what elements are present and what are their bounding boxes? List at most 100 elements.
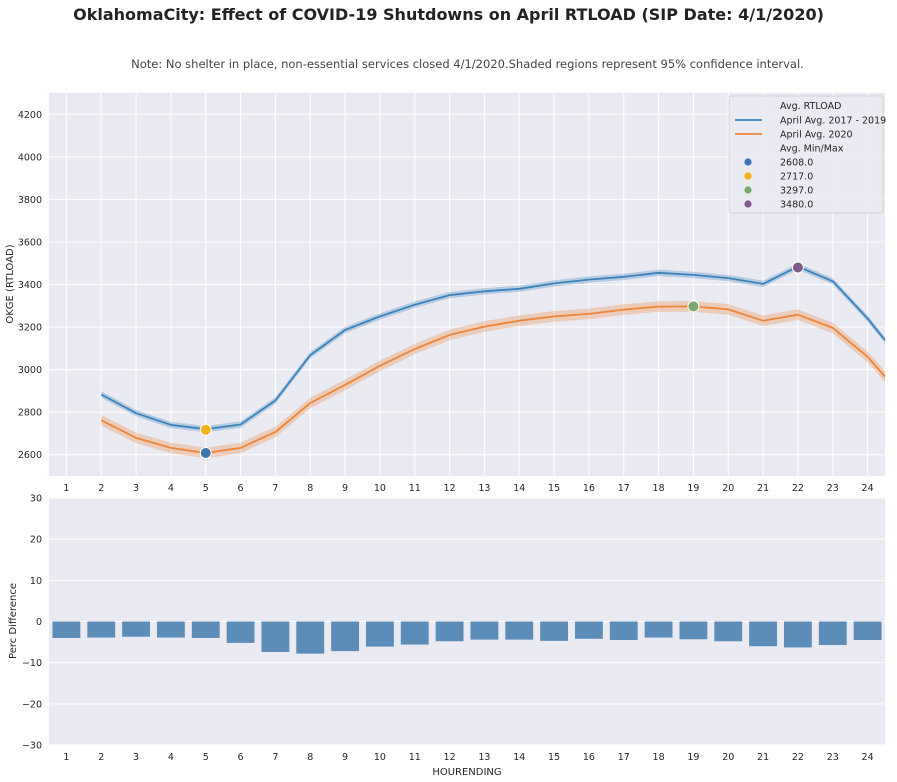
xtick-label-14: 14	[513, 483, 525, 494]
bar-hour-7	[261, 621, 290, 652]
ytick-label-3400: 3400	[18, 280, 42, 291]
bar-hour-1	[52, 621, 81, 638]
ytick-label-2800: 2800	[18, 408, 42, 419]
series-line-0	[100, 265, 886, 431]
bar-hour-13	[470, 621, 499, 640]
legend-marker-2717	[744, 172, 752, 180]
bar-hour-23	[818, 621, 847, 645]
xtick-label-20: 20	[722, 483, 734, 494]
bar-hour-6	[226, 621, 255, 643]
xtick-label-19: 19	[687, 483, 699, 494]
xtick-label-8: 8	[307, 483, 313, 494]
ytick-label-3600: 3600	[18, 237, 42, 248]
bar-series	[52, 621, 882, 654]
legend-header-rtload: Avg. RTLOAD	[780, 101, 841, 112]
bar-xtick-label-5: 5	[203, 752, 209, 763]
bar-plot-ylabel: Perc Difference	[8, 583, 19, 659]
bar-xtick-label-18: 18	[653, 752, 665, 763]
bar-xtick-label-9: 9	[342, 752, 348, 763]
bar-hour-21	[749, 621, 778, 647]
line-plot-gridlines	[49, 93, 885, 476]
xtick-label-16: 16	[583, 483, 595, 494]
xtick-label-2: 2	[98, 483, 104, 494]
bar-xtick-label-2: 2	[98, 752, 104, 763]
bar-plot-xlabel: HOURENDING	[432, 767, 501, 778]
xtick-label-7: 7	[272, 483, 278, 494]
legend-label-2017-2019: April Avg. 2017 - 2019	[780, 116, 886, 127]
bar-hour-19	[679, 621, 708, 640]
bar-xtick-label-21: 21	[757, 752, 769, 763]
legend-label-2020: April Avg. 2020	[780, 130, 853, 141]
bar-hour-24	[853, 621, 882, 641]
bar-ytick-label--30: −30	[22, 741, 42, 752]
xtick-label-24: 24	[862, 483, 874, 494]
bar-hour-14	[505, 621, 534, 640]
series-line-1	[100, 305, 886, 454]
legend-marker-3297	[744, 186, 752, 194]
xtick-label-22: 22	[792, 483, 804, 494]
legend-label-3480: 3480.0	[780, 200, 813, 211]
bar-xtick-label-10: 10	[374, 752, 386, 763]
xtick-label-10: 10	[374, 483, 386, 494]
bar-xtick-label-19: 19	[687, 752, 699, 763]
bar-ytick-label-20: 20	[30, 535, 42, 546]
ytick-label-3200: 3200	[18, 323, 42, 334]
bar-hour-9	[331, 621, 360, 652]
bar-xtick-label-23: 23	[827, 752, 839, 763]
bar-hour-3	[122, 621, 151, 637]
xtick-label-4: 4	[168, 483, 174, 494]
bar-ytick-label-0: 0	[36, 617, 42, 628]
bar-xtick-label-20: 20	[722, 752, 734, 763]
xtick-label-11: 11	[409, 483, 421, 494]
chart-title: OklahomaCity: Effect of COVID-19 Shutdow…	[73, 5, 824, 24]
bar-xtick-label-11: 11	[409, 752, 421, 763]
min-max-markers	[199, 261, 804, 460]
ytick-label-2600: 2600	[18, 450, 42, 461]
ytick-label-3000: 3000	[18, 365, 42, 376]
bar-hour-18	[644, 621, 673, 638]
ytick-label-3800: 3800	[18, 195, 42, 206]
bar-ytick-label-30: 30	[30, 494, 42, 505]
legend-marker-2608	[744, 158, 752, 166]
bar-xtick-label-22: 22	[792, 752, 804, 763]
bar-xtick-label-7: 7	[272, 752, 278, 763]
bar-hour-11	[400, 621, 429, 645]
bar-xtick-label-16: 16	[583, 752, 595, 763]
xtick-label-12: 12	[444, 483, 456, 494]
legend: Avg. RTLOAD April Avg. 2017 - 2019 April…	[728, 95, 886, 214]
marker-2608.0	[199, 447, 212, 460]
xtick-label-9: 9	[342, 483, 348, 494]
bar-hour-17	[609, 621, 638, 641]
marker-3297.0	[687, 300, 700, 313]
bar-hour-4	[156, 621, 185, 638]
bar-xtick-label-24: 24	[862, 752, 874, 763]
bar-hour-20	[714, 621, 743, 642]
xtick-label-17: 17	[618, 483, 630, 494]
bar-hour-2	[87, 621, 116, 638]
xtick-label-3: 3	[133, 483, 139, 494]
xtick-label-6: 6	[238, 483, 244, 494]
chart-subtitle: Note: No shelter in place, non-essential…	[131, 57, 804, 71]
bar-xtick-label-14: 14	[513, 752, 525, 763]
legend-marker-3480	[744, 200, 752, 208]
bar-plot-gridlines	[49, 497, 885, 746]
bar-hour-16	[574, 621, 603, 639]
marker-2717.0	[199, 423, 212, 436]
bar-hour-15	[540, 621, 569, 641]
bar-xtick-label-12: 12	[444, 752, 456, 763]
bar-ytick-label--20: −20	[22, 699, 42, 710]
bar-hour-10	[365, 621, 394, 647]
bar-xtick-label-15: 15	[548, 752, 560, 763]
legend-label-2717: 2717.0	[780, 172, 813, 183]
bar-ytick-label--10: −10	[22, 658, 42, 669]
line-series	[100, 265, 886, 454]
bar-xtick-label-4: 4	[168, 752, 174, 763]
xtick-label-18: 18	[653, 483, 665, 494]
bar-hour-22	[783, 621, 812, 648]
ci-band-1	[101, 301, 886, 459]
bar-xtick-label-8: 8	[307, 752, 313, 763]
xtick-label-13: 13	[478, 483, 490, 494]
xtick-label-1: 1	[63, 483, 69, 494]
